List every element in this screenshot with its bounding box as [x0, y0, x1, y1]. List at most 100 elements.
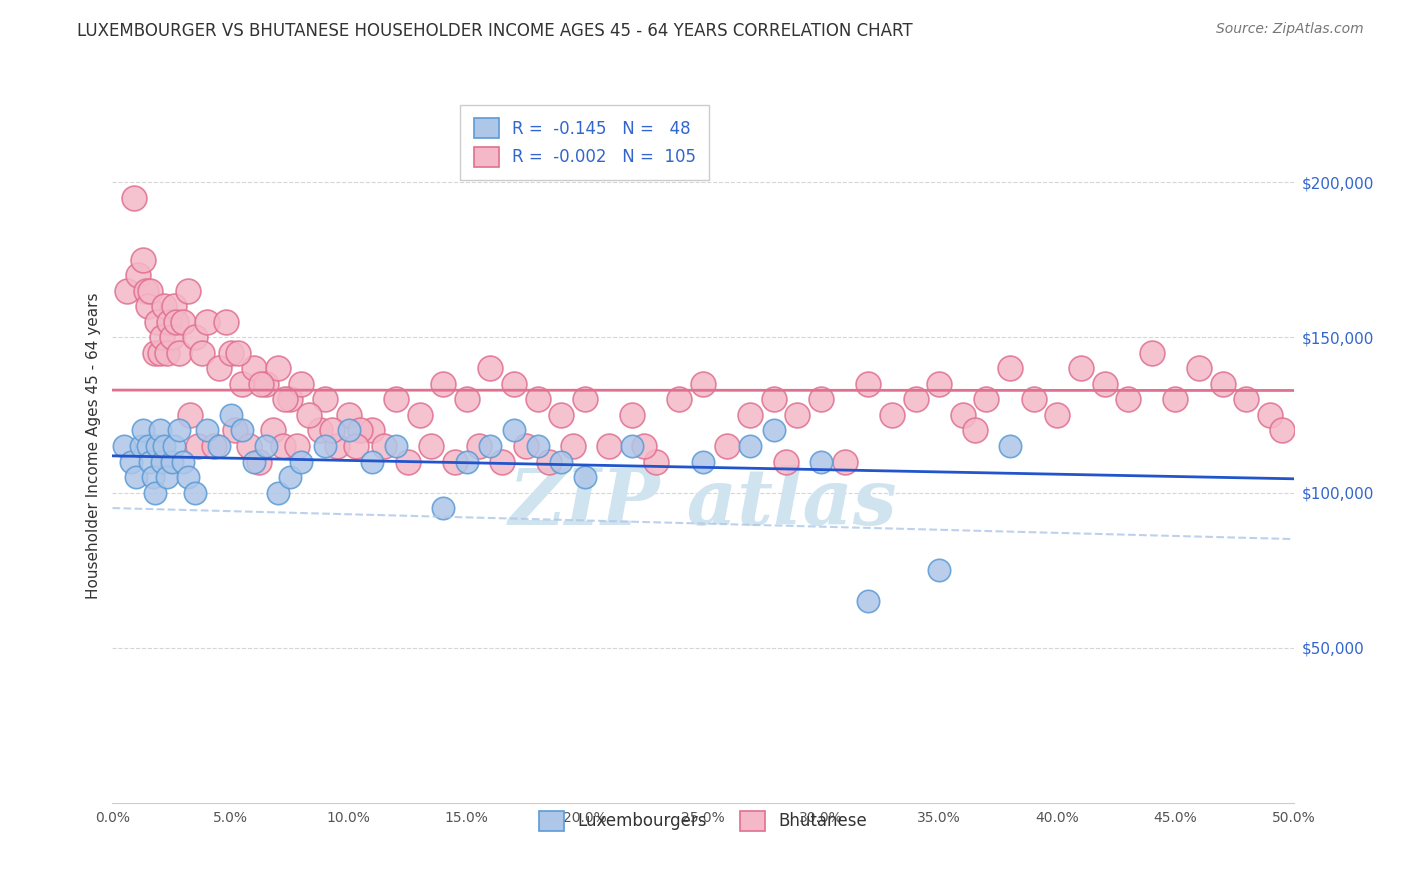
- Point: [150, 330, 173, 344]
- Point: [1070, 361, 1092, 376]
- Point: [344, 439, 367, 453]
- Point: [479, 439, 502, 453]
- Point: [160, 454, 183, 468]
- Point: [420, 439, 443, 453]
- Point: [1140, 346, 1163, 360]
- Point: [129, 439, 152, 453]
- Point: [1094, 376, 1116, 391]
- Point: [139, 284, 162, 298]
- Point: [928, 563, 950, 577]
- Point: [491, 454, 513, 468]
- Point: [692, 454, 714, 468]
- Point: [432, 376, 454, 391]
- Point: [139, 454, 162, 468]
- Point: [165, 315, 187, 329]
- Point: [1116, 392, 1139, 407]
- Point: [314, 439, 336, 453]
- Point: [243, 454, 266, 468]
- Point: [238, 439, 260, 453]
- Point: [157, 315, 180, 329]
- Point: [172, 315, 194, 329]
- Point: [444, 454, 467, 468]
- Point: [1188, 361, 1211, 376]
- Point: [408, 408, 430, 422]
- Point: [1258, 408, 1281, 422]
- Point: [122, 191, 145, 205]
- Point: [191, 346, 214, 360]
- Point: [278, 392, 301, 407]
- Point: [526, 439, 548, 453]
- Point: [952, 408, 974, 422]
- Point: [290, 376, 312, 391]
- Point: [574, 470, 596, 484]
- Y-axis label: Householder Income Ages 45 - 64 years: Householder Income Ages 45 - 64 years: [86, 293, 101, 599]
- Point: [146, 439, 169, 453]
- Point: [834, 454, 856, 468]
- Point: [562, 439, 585, 453]
- Point: [177, 470, 200, 484]
- Point: [142, 470, 165, 484]
- Point: [976, 392, 998, 407]
- Point: [127, 268, 149, 283]
- Point: [271, 439, 294, 453]
- Point: [385, 439, 408, 453]
- Point: [479, 361, 502, 376]
- Point: [515, 439, 537, 453]
- Point: [149, 424, 172, 438]
- Point: [115, 284, 138, 298]
- Point: [385, 392, 408, 407]
- Point: [195, 424, 218, 438]
- Point: [396, 454, 419, 468]
- Point: [716, 439, 738, 453]
- Point: [231, 424, 253, 438]
- Point: [349, 424, 371, 438]
- Point: [278, 470, 301, 484]
- Legend: Luxembourgers, Bhutanese: Luxembourgers, Bhutanese: [526, 797, 880, 845]
- Point: [361, 454, 384, 468]
- Point: [172, 454, 194, 468]
- Point: [163, 439, 186, 453]
- Point: [186, 439, 208, 453]
- Point: [208, 439, 231, 453]
- Point: [219, 346, 242, 360]
- Point: [858, 594, 880, 608]
- Point: [208, 361, 231, 376]
- Point: [285, 439, 308, 453]
- Point: [267, 485, 290, 500]
- Point: [160, 330, 183, 344]
- Point: [326, 439, 349, 453]
- Point: [550, 408, 572, 422]
- Point: [153, 299, 176, 313]
- Point: [668, 392, 690, 407]
- Point: [250, 376, 273, 391]
- Point: [125, 470, 148, 484]
- Point: [928, 376, 950, 391]
- Point: [243, 361, 266, 376]
- Point: [195, 315, 218, 329]
- Point: [274, 392, 297, 407]
- Point: [163, 299, 186, 313]
- Point: [156, 470, 179, 484]
- Point: [1022, 392, 1045, 407]
- Point: [786, 408, 808, 422]
- Point: [184, 330, 207, 344]
- Point: [644, 454, 666, 468]
- Point: [219, 408, 242, 422]
- Point: [775, 454, 797, 468]
- Point: [143, 485, 166, 500]
- Text: Source: ZipAtlas.com: Source: ZipAtlas.com: [1216, 22, 1364, 37]
- Point: [226, 346, 249, 360]
- Text: ZIP atlas: ZIP atlas: [509, 465, 897, 541]
- Point: [858, 376, 880, 391]
- Point: [167, 424, 190, 438]
- Point: [998, 439, 1021, 453]
- Point: [456, 392, 478, 407]
- Point: [297, 408, 319, 422]
- Point: [247, 454, 270, 468]
- Point: [762, 424, 785, 438]
- Point: [456, 454, 478, 468]
- Point: [135, 284, 157, 298]
- Point: [202, 439, 225, 453]
- Point: [432, 501, 454, 516]
- Point: [314, 392, 336, 407]
